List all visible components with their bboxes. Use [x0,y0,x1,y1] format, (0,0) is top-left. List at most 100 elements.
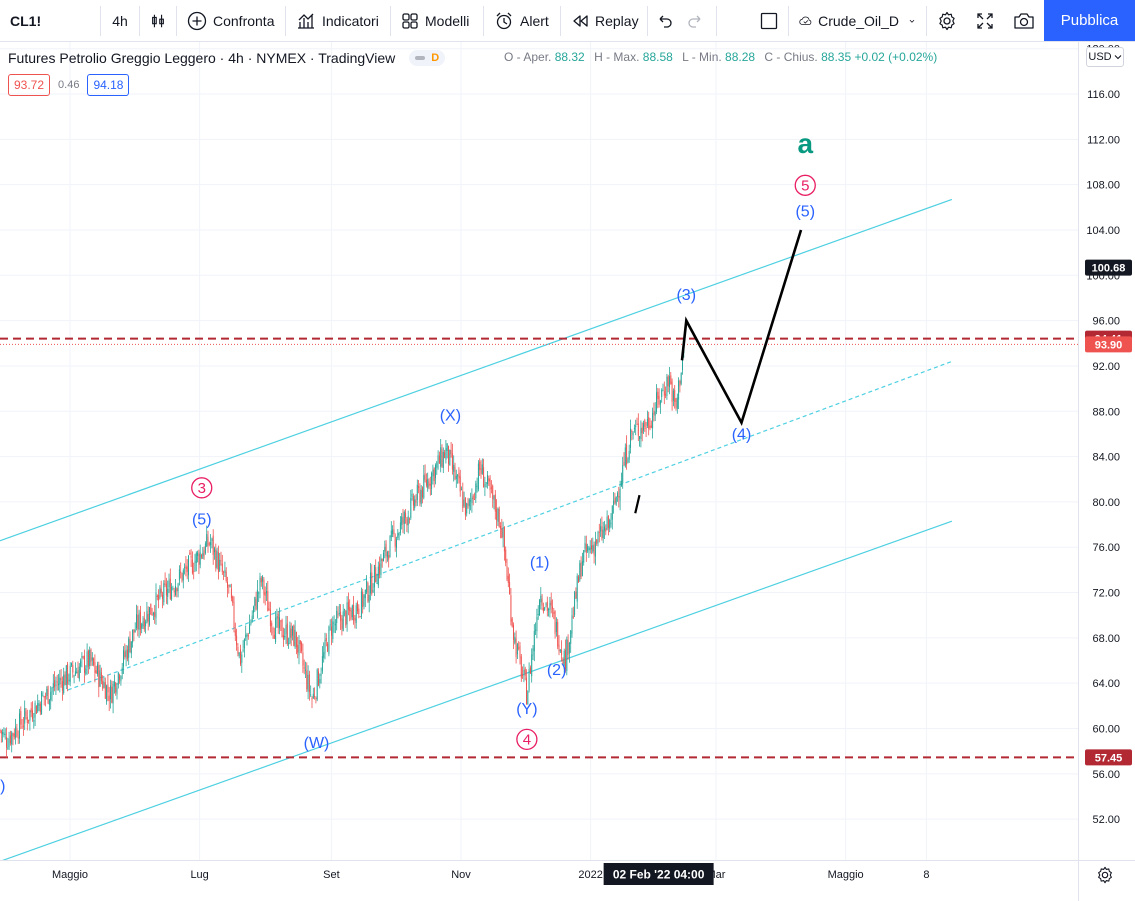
candle-body [236,635,238,646]
currency-selector[interactable]: USD [1086,47,1124,67]
alert-button[interactable]: Alert [484,0,559,41]
candle-body [69,665,71,682]
candle-body [550,600,552,606]
candle-body [589,547,591,551]
low-value: 88.28 [725,50,756,64]
channel-lower-line[interactable] [0,520,953,864]
candle-body [50,691,52,701]
templates-button[interactable]: Modelli [391,0,479,41]
candle-body [593,544,595,555]
symbol-search-button[interactable]: CL1! [0,0,100,41]
undo-icon [659,15,672,28]
square-layout-icon [760,12,778,29]
candle-body [104,682,106,699]
fullscreen-layout-button[interactable] [752,0,786,41]
candle-body [553,612,555,614]
candle-body [48,699,50,705]
price-tick-label: 88.00 [1092,406,1120,418]
candle-body [142,621,144,627]
chart-canvas[interactable]: (4)(5)3(W)(X)(1)(2)(Y)4(3)(4)(5)5a120.00… [0,42,1135,901]
candle-body [55,684,57,686]
candle-body [457,475,459,477]
candle-body [652,412,654,429]
ohlc-values: O - Aper. 88.32 H - Max. 88.58 L - Min. … [504,50,937,64]
candle-body [95,670,97,674]
candle-body [289,625,291,644]
candle-body [433,468,435,482]
price-scale-label-box [1085,749,1132,766]
candle-body [632,432,634,436]
compare-button[interactable]: Confronta [177,0,284,41]
candle-body [331,626,332,636]
candle-body [555,622,557,633]
candle-body [364,589,366,599]
candle-body [12,733,14,736]
elliott-projection-path[interactable] [680,229,803,426]
buy-price-button[interactable]: 94.18 [87,74,130,96]
candle-body [98,665,100,688]
candle-body [310,694,312,696]
candle-body [217,552,219,573]
candle-body [436,462,438,468]
market-status-badge[interactable]: D [409,50,446,66]
candle-body [272,628,274,634]
top-toolbar: CL1! 4h Confronta Indicatori Modelli Ale… [0,0,1135,42]
wave-label: (3) [676,287,696,304]
candle-body [230,588,232,599]
candle-body [321,655,323,672]
redo-button[interactable] [680,0,710,41]
candle-body [139,611,141,630]
candle-body [409,518,410,520]
channel-middle-line[interactable] [67,360,953,691]
candle-body [16,728,18,737]
candle-body [286,623,288,644]
candle-body [155,592,157,619]
candle-body [578,576,579,583]
candle-body [383,552,384,562]
candle-body [273,634,275,639]
candle-body [485,482,487,484]
layout-name-button[interactable]: Crude_Oil_D [789,0,925,41]
publish-button[interactable]: Pubblica [1044,0,1135,41]
candle-body [544,607,546,610]
interval-button[interactable]: 4h [101,0,139,41]
time-axis[interactable] [0,860,1078,901]
indicators-button[interactable]: Indicatori [286,0,389,41]
candle-body [394,537,396,547]
candle-body [523,670,525,673]
candle-body [220,559,222,562]
candle-body [501,528,503,539]
candle-body [557,621,559,647]
candle-body [249,624,251,634]
chevron-down-icon [909,19,915,23]
axis-settings-button[interactable] [1096,866,1114,889]
candle-body [532,648,534,656]
candle-body [606,516,608,530]
candle-body [354,618,356,621]
candle-body [528,669,530,691]
price-tick-label: 52.00 [1092,814,1120,826]
snapshot-button[interactable] [1006,0,1042,41]
candle-body [355,605,357,623]
candle-body [620,480,622,487]
sell-price-button[interactable]: 93.72 [8,74,51,96]
candle-body [87,650,89,667]
series-title[interactable]: Futures Petrolio Greggio Leggero · 4h · … [8,50,396,66]
candle-body [280,620,282,622]
candle-body [305,669,306,671]
trendline-segment[interactable] [634,494,641,514]
publish-label: Pubblica [1060,12,1119,29]
replay-button[interactable]: Replay [561,0,649,41]
candle-body [370,572,371,594]
candle-body [204,543,206,554]
fullscreen-button[interactable] [968,0,1002,41]
candle-body [676,397,678,409]
candle-body [119,675,121,681]
chart-settings-button[interactable] [930,0,964,41]
candle-body [307,674,309,692]
candle-body [225,571,227,582]
candle-body [301,642,303,651]
chart-type-button[interactable] [140,0,176,41]
candle-body [17,737,19,739]
undo-button[interactable] [650,0,680,41]
